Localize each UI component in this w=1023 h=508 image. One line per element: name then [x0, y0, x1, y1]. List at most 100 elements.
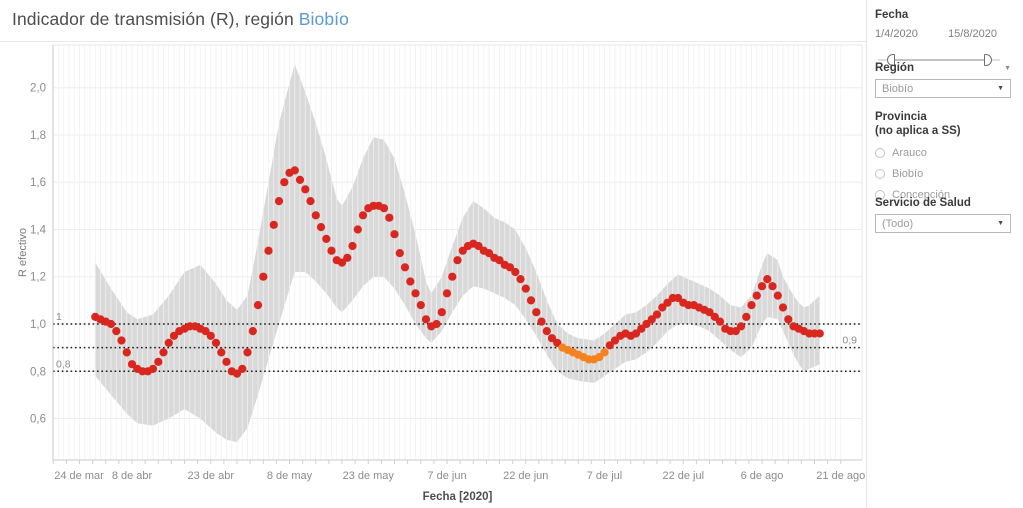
r-point[interactable] — [343, 253, 352, 262]
r-point[interactable] — [264, 246, 273, 255]
r-point[interactable] — [379, 204, 389, 213]
r-point[interactable] — [715, 317, 725, 326]
radio-option-concepcion[interactable]: Concepción — [875, 189, 1011, 201]
r-point[interactable] — [511, 267, 520, 277]
r-point[interactable] — [442, 289, 452, 298]
transmission-r-chart[interactable]: 1 0,9 0,8 24 de mar 8 de abr 23 de abr 8 de ma… — [0, 0, 869, 508]
r-point[interactable] — [259, 272, 268, 281]
r-point[interactable] — [400, 263, 410, 272]
r-point[interactable] — [495, 256, 504, 265]
r-point[interactable] — [742, 312, 751, 321]
radio-option-arauco[interactable]: Arauco — [875, 147, 1011, 159]
region-select[interactable]: Biobío ▼ — [875, 79, 1011, 98]
r-point[interactable] — [311, 211, 320, 220]
r-point[interactable] — [117, 336, 126, 345]
r-point[interactable] — [306, 197, 315, 206]
r-point[interactable] — [532, 308, 541, 317]
r-point[interactable] — [106, 319, 116, 329]
slider-track-active[interactable] — [891, 59, 990, 61]
r-point[interactable] — [815, 329, 824, 338]
r-point[interactable] — [211, 338, 221, 347]
r-point[interactable] — [474, 241, 483, 251]
r-point[interactable] — [731, 327, 740, 336]
slider-handle-end[interactable] — [984, 54, 992, 66]
r-point[interactable] — [164, 338, 173, 347]
r-point[interactable] — [159, 348, 168, 357]
radio-icon[interactable] — [875, 148, 885, 158]
r-point[interactable] — [290, 166, 299, 175]
r-point[interactable] — [736, 322, 746, 331]
r-point[interactable] — [411, 289, 420, 298]
r-point[interactable] — [395, 249, 404, 258]
fecha-range-slider[interactable] — [878, 54, 1000, 67]
r-point[interactable] — [274, 197, 284, 206]
r-point[interactable] — [778, 303, 788, 312]
r-point[interactable] — [295, 175, 305, 184]
r-point[interactable] — [747, 301, 756, 310]
r-point[interactable] — [453, 256, 462, 265]
r-point[interactable] — [757, 282, 767, 291]
r-point[interactable] — [652, 310, 662, 319]
r-point[interactable] — [605, 341, 614, 350]
card-menu-arrow-icon[interactable]: ▼ — [1004, 64, 1011, 72]
r-point[interactable] — [217, 348, 226, 357]
r-point[interactable] — [127, 360, 137, 369]
r-point[interactable] — [484, 249, 494, 258]
radio-icon[interactable] — [875, 169, 885, 179]
r-point[interactable] — [631, 329, 641, 338]
r-point[interactable] — [201, 327, 210, 336]
r-point[interactable] — [763, 275, 772, 284]
r-point-highlighted[interactable] — [595, 353, 604, 362]
r-point[interactable] — [154, 357, 163, 366]
r-point[interactable] — [390, 230, 399, 239]
r-point[interactable] — [526, 296, 536, 305]
r-point[interactable] — [658, 303, 667, 312]
r-point-highlighted[interactable] — [600, 348, 609, 357]
r-point[interactable] — [505, 263, 515, 272]
r-point[interactable] — [542, 327, 551, 336]
r-point[interactable] — [521, 284, 530, 293]
r-point[interactable] — [232, 369, 242, 378]
r-point[interactable] — [253, 301, 263, 310]
r-point[interactable] — [222, 357, 231, 366]
r-point[interactable] — [280, 178, 289, 187]
r-point[interactable] — [416, 301, 425, 310]
servicio-select[interactable]: (Todo) ▼ — [875, 214, 1011, 233]
r-point[interactable] — [406, 277, 415, 286]
r-point[interactable] — [553, 338, 562, 347]
radio-option-biobio[interactable]: Biobío — [875, 168, 1011, 180]
r-point[interactable] — [537, 317, 546, 326]
r-point[interactable] — [148, 364, 158, 373]
r-point[interactable] — [112, 327, 121, 336]
r-point[interactable] — [437, 308, 446, 317]
r-point[interactable] — [642, 319, 651, 329]
r-point[interactable] — [673, 293, 683, 303]
r-point[interactable] — [122, 348, 131, 357]
r-point[interactable] — [169, 331, 179, 340]
r-point[interactable] — [358, 211, 368, 220]
r-point[interactable] — [243, 348, 252, 357]
r-point[interactable] — [421, 315, 431, 324]
r-point[interactable] — [385, 213, 394, 222]
r-point[interactable] — [768, 282, 777, 291]
r-point[interactable] — [269, 220, 278, 229]
r-point[interactable] — [348, 241, 357, 251]
r-point[interactable] — [448, 272, 457, 281]
r-point[interactable] — [322, 234, 331, 243]
r-point[interactable] — [647, 315, 656, 324]
r-point[interactable] — [610, 336, 620, 345]
r-point[interactable] — [547, 334, 557, 343]
r-point[interactable] — [238, 364, 247, 373]
r-point[interactable] — [301, 185, 310, 194]
r-point[interactable] — [705, 308, 714, 317]
r-point[interactable] — [337, 258, 347, 267]
slider-handle-start[interactable] — [887, 54, 895, 66]
r-point[interactable] — [516, 275, 525, 284]
radio-icon[interactable] — [875, 190, 885, 200]
r-point[interactable] — [710, 312, 719, 321]
r-point[interactable] — [316, 223, 326, 232]
r-point[interactable] — [637, 324, 646, 333]
r-point[interactable] — [458, 246, 467, 255]
r-point[interactable] — [327, 246, 336, 255]
r-point[interactable] — [663, 298, 672, 307]
